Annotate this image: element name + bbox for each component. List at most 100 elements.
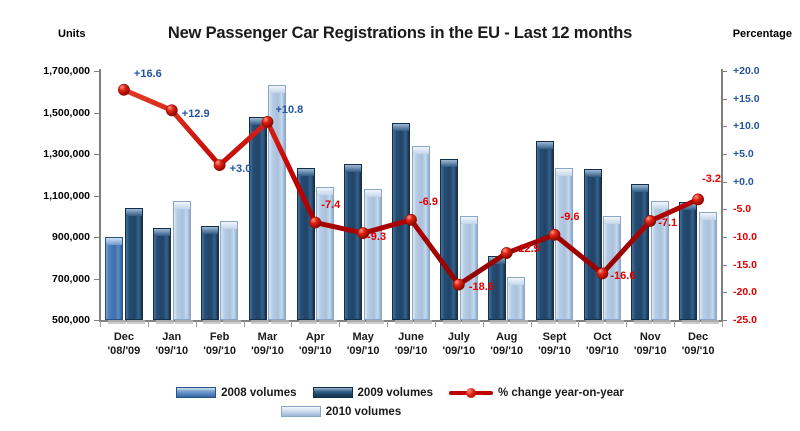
x-label-month: Oct [593,331,612,343]
line-marker-aug[interactable] [500,247,513,259]
right-tick [722,320,727,321]
x-label-year: '09/'10 [155,345,189,357]
legend-row-primary: 2008 volumes 2009 volumes % change year-… [0,383,800,402]
bar-shadow [462,320,481,324]
data-label-july: -18.6 [468,280,494,293]
right-tick-label: -10.0 [733,231,757,243]
left-tick [94,237,99,238]
x-tick [674,321,676,327]
x-axis-label-nov-11: Nov '09/'10 [626,330,674,358]
bar-cap [106,238,123,245]
x-label-month: Nov [639,331,661,343]
bar-2009-dec[interactable] [124,207,143,320]
bar-shadow [366,320,385,324]
bar-2009-apr[interactable] [296,167,315,320]
bar-2010-dec[interactable] [698,212,717,320]
x-tick [243,321,245,327]
bar-cap [345,165,362,173]
x-axis-label-aug-8: Aug '09/'10 [483,330,531,358]
x-label-year: '09/'10 [490,345,524,357]
bar-shadow [633,320,652,324]
bar-shadow [318,320,337,324]
line-marker-feb[interactable] [213,159,226,171]
legend-label-2010: 2010 volumes [325,405,402,418]
left-tick-label: 1,700,000 [43,65,90,77]
left-tick [94,278,99,280]
legend-line-marker-icon [448,387,493,399]
bar-2010-mar[interactable] [268,84,287,320]
right-tick-label: -25.0 [733,314,757,326]
line-marker-jan[interactable] [165,104,178,117]
bar-2010-nov[interactable] [650,200,669,320]
x-label-month: Mar [257,331,278,343]
legend-item-2009-volumes[interactable]: 2009 volumes [312,386,433,399]
bar-2009-nov[interactable] [631,184,650,320]
line-marker-oct[interactable] [596,267,609,280]
x-label-month: June [398,331,424,343]
line-marker-dec[interactable] [118,83,130,96]
right-tick-label: +15.0 [733,92,760,105]
bar-2009-oct[interactable] [583,168,602,320]
bar-cap [221,222,238,230]
left-tick [94,71,99,72]
bar-cap [460,217,477,225]
right-tick [722,181,727,183]
x-label-year: '09/'10 [681,345,715,357]
line-marker-nov[interactable] [644,215,657,227]
bar-2009-jan[interactable] [153,227,172,320]
bar-cap [317,188,334,196]
x-label-month: July [447,331,470,343]
bar-2010-feb[interactable] [220,221,239,320]
line-marker-dec[interactable] [692,193,704,206]
x-label-year: '08/'09 [107,345,141,357]
bar-cap [393,123,410,131]
data-label-aug: -12.9 [514,243,540,256]
x-tick [626,321,628,327]
left-tick [94,320,99,321]
bar-2009-may[interactable] [344,164,363,320]
bar-2010-aug[interactable] [507,277,526,320]
line-marker-mar[interactable] [261,116,274,128]
bar-shadow [107,320,126,324]
line-marker-sept[interactable] [548,228,561,241]
bar-shadow [442,320,461,324]
legend-item-2008-volumes[interactable]: 2008 volumes [176,387,297,399]
right-tick [722,237,727,238]
legend-label-2009: 2009 volumes [357,386,433,399]
bar-2009-feb[interactable] [200,225,219,320]
legend-row-secondary: 2010 volumes [0,402,800,421]
bar-2010-july[interactable] [459,216,478,320]
data-label-may: -9.3 [367,231,387,244]
bar-cap [173,201,190,209]
bar-2010-jan[interactable] [172,200,191,320]
bar-cap [412,146,429,154]
bar-2008-dec[interactable] [105,237,124,320]
legend-item-percent-change[interactable]: % change year-on-year [448,387,624,399]
left-tick [94,112,99,114]
x-label-year: '09/'10 [203,345,236,357]
left-tick-label: 1,300,000 [43,148,90,160]
bar-shadow [155,320,174,324]
x-label-year: '09/'10 [538,345,571,357]
line-marker-may[interactable] [357,227,370,239]
x-label-month: Apr [305,331,325,343]
x-label-month: May [352,331,374,343]
line-marker-apr[interactable] [309,216,322,229]
left-tick-label: 1,500,000 [43,106,90,119]
bar-2010-may[interactable] [363,189,382,320]
right-tick [722,126,727,128]
line-marker-july[interactable] [452,278,465,291]
bar-cap [536,141,553,149]
x-tick [339,321,341,327]
bar-shadow [586,320,605,324]
bar-2009-mar[interactable] [248,116,267,320]
bar-cap [364,190,381,198]
bar-cap [201,226,218,234]
bar-shadow [681,320,700,324]
data-label-feb: +3.0 [229,163,252,176]
bar-shadow [414,320,433,324]
bar-cap [651,201,668,209]
line-marker-june[interactable] [405,213,417,226]
legend-item-2010-volumes[interactable]: 2010 volumes [280,405,402,418]
